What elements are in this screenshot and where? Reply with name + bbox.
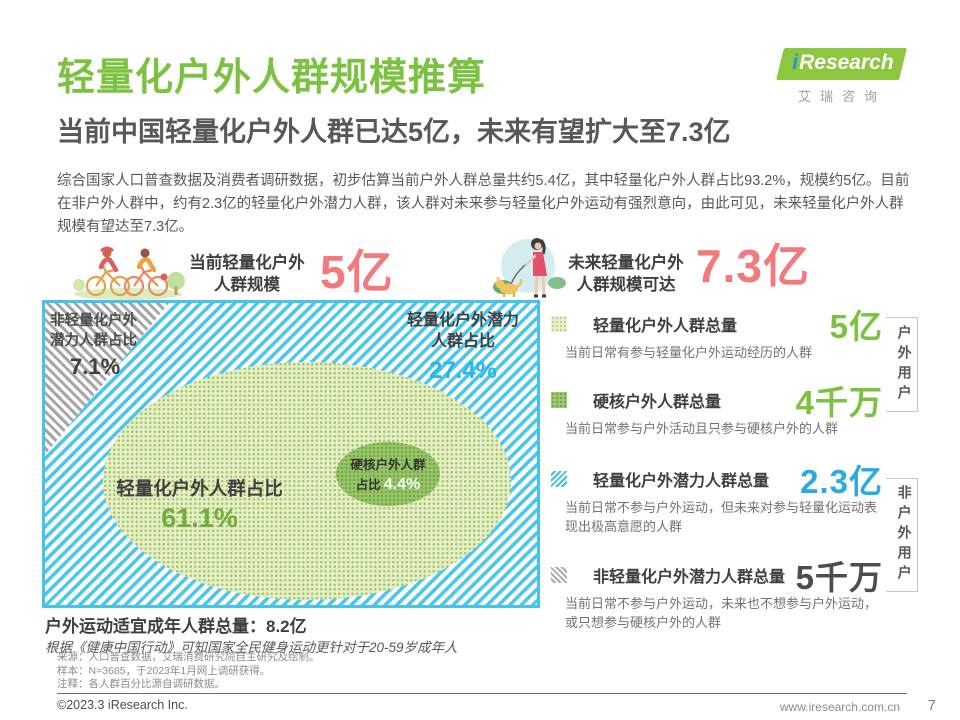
iresearch-logo: iResearch 艾瑞咨询 bbox=[776, 48, 908, 105]
outdoor-users-bracket: 户外用户 bbox=[886, 317, 918, 412]
hardcore-label: 硬核户外人群 bbox=[350, 458, 426, 472]
legend-item-lightweight-potential: 轻量化户外潜力人群总量 2.3亿 当前日常不参与户外运动，但未来对参与轻量化运动… bbox=[551, 463, 883, 537]
legend-item-hardcore: 硬核户外人群总量 4千万 当前日常参与户外活动且只参与硬核户外的人群 bbox=[551, 384, 883, 439]
future-scale-label: 未来轻量化户外 人群规模可达 bbox=[568, 254, 684, 295]
non-lightweight-potential-label: 非轻量化户外 潜力人群占比 7.1% bbox=[50, 312, 137, 382]
legend-value: 5千万 bbox=[795, 559, 883, 596]
sample-line: 样本：N=3685，于2023年1月网上调研获得。 bbox=[57, 664, 271, 677]
footer-divider bbox=[57, 693, 907, 694]
cyan-stripes-swatch bbox=[551, 471, 567, 487]
lightweight-outdoor-label: 轻量化户外人群占比 61.1% bbox=[107, 475, 292, 534]
non-outdoor-users-label: 非户外用户 bbox=[896, 485, 913, 585]
legend-item-non-lightweight-potential: 非轻量化户外潜力人群总量 5千万 当前日常不参与户外运动，未来也不想参与户外运动… bbox=[551, 559, 883, 633]
note-line: 注释：各人群百分比源自调研数据。 bbox=[57, 678, 225, 690]
page-subtitle: 当前中国轻量化户外人群已达5亿，未来有望扩大至7.3亿 bbox=[57, 117, 731, 147]
gray-stripes-swatch bbox=[551, 567, 567, 583]
lightweight-outdoor-segment bbox=[103, 362, 511, 600]
logo-wordmark: Research bbox=[799, 51, 894, 74]
cycling-family-icon bbox=[73, 246, 185, 300]
page-title: 轻量化户外人群规模推算 bbox=[57, 57, 487, 99]
legend-value: 5亿 bbox=[829, 308, 883, 345]
lightweight-potential-pct: 27.4% bbox=[428, 356, 498, 384]
lightweight-outdoor-pct: 61.1% bbox=[161, 503, 238, 533]
legend-value: 2.3亿 bbox=[800, 463, 883, 500]
current-scale-label: 当前轻量化户外 人群规模 bbox=[189, 254, 305, 295]
diagram-total-label: 户外运动适宜成年人群总量：8.2亿 bbox=[45, 617, 307, 636]
current-scale-value: 5亿 bbox=[320, 246, 394, 298]
non-outdoor-users-bracket: 非户外用户 bbox=[886, 478, 918, 592]
light-green-dots-swatch bbox=[551, 316, 567, 332]
dog-walking-icon bbox=[493, 238, 566, 298]
future-scale-value: 7.3亿 bbox=[696, 240, 810, 292]
diagram-footnote: 根据《健康中国行动》可知国家全民健身运动更针对于20-59岁成年人 bbox=[45, 640, 458, 655]
legend-value: 4千万 bbox=[795, 384, 883, 421]
green-dots-swatch bbox=[551, 392, 567, 408]
lightweight-potential-label: 轻量化户外潜力 人群占比 27.4% bbox=[390, 311, 536, 386]
source-line: 来源：人口普查数据，艾瑞消费研究院自主研究及绘制。 bbox=[57, 651, 320, 663]
iresearch-logo-mark: iResearch bbox=[776, 48, 908, 80]
outdoor-users-label: 户外用户 bbox=[896, 324, 913, 405]
logo-chinese-name: 艾瑞咨询 bbox=[797, 89, 886, 104]
population-area-diagram: 非轻量化户外 潜力人群占比 7.1% 硬核户外人群 占比 4.4% 轻量化户外人群… bbox=[42, 300, 540, 608]
hardcore-outdoor-segment: 硬核户外人群 占比 4.4% bbox=[336, 442, 440, 506]
website-url: www.iresearch.com.cn bbox=[779, 700, 900, 714]
page-number: 7 bbox=[927, 697, 936, 714]
source-notes: 来源：人口普查数据，艾瑞消费研究院自主研究及绘制。 样本：N=3685，于202… bbox=[57, 651, 320, 692]
logo-i: i bbox=[792, 51, 799, 74]
intro-paragraph: 综合国家人口普查数据及消费者调研数据，初步估算当前户外人群总量共约5.4亿，其中… bbox=[57, 173, 910, 235]
hardcore-pct: 4.4% bbox=[383, 476, 421, 493]
non-lightweight-potential-pct: 7.1% bbox=[70, 354, 121, 380]
legend-item-lightweight: 轻量化户外人群总量 5亿 当前日常有参与轻量化户外运动经历的人群 bbox=[551, 308, 883, 363]
copyright-text: ©2023.3 iResearch Inc. bbox=[57, 698, 188, 712]
